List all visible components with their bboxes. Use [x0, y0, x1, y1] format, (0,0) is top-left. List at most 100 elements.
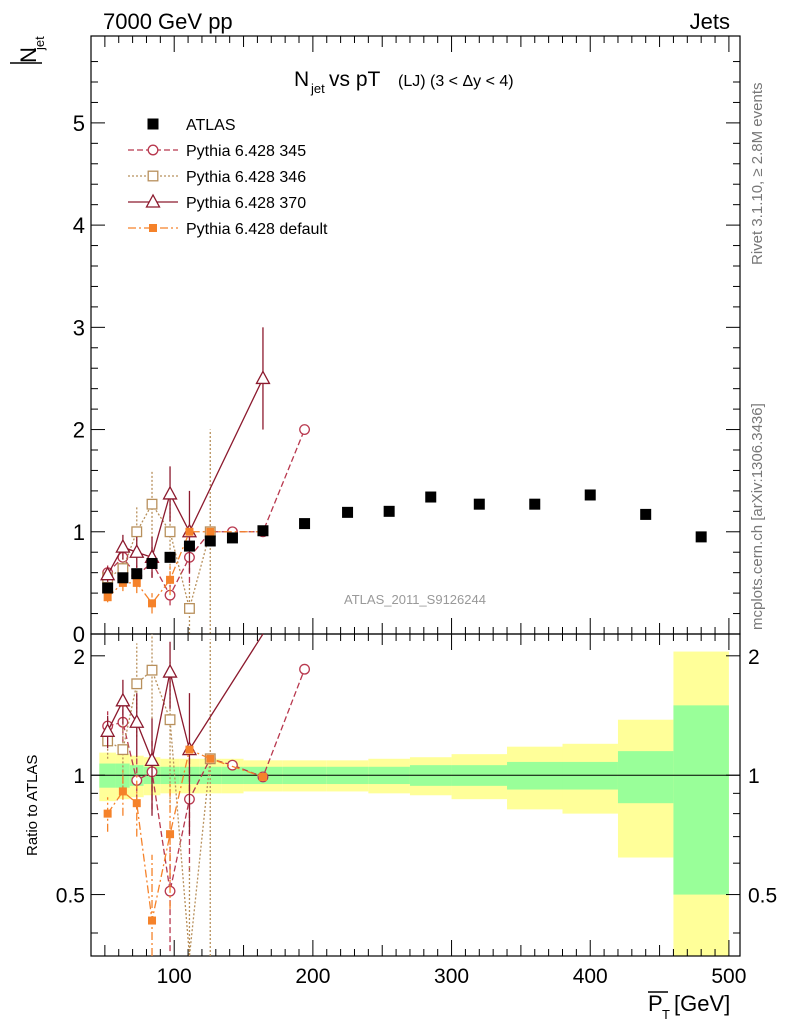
title-small-text: (LJ) (3 < Δy < 4)	[398, 73, 514, 90]
main-point-pdef	[166, 575, 175, 584]
ratio-point-p346	[146, 664, 158, 676]
main-y-tick-label: 4	[73, 213, 85, 238]
main-y-tick-label: 0	[73, 622, 85, 647]
ratio-band-1sigma	[673, 705, 729, 895]
main-point-atlas	[584, 489, 596, 501]
main-point-pdef	[148, 599, 157, 608]
main-point-atlas	[640, 508, 652, 520]
ratio-panel: 0.5 0.5 1 1 2 2 100 200 300 400 500	[56, 633, 777, 988]
legend-marker-pdef	[149, 224, 157, 232]
legend-marker-p346	[147, 170, 159, 182]
legend-label-p370: Pythia 6.428 370	[186, 195, 306, 212]
main-point-p370	[129, 543, 145, 558]
main-point-p346	[184, 602, 195, 614]
title-main-text: N	[294, 68, 309, 91]
main-point-pdef	[103, 593, 112, 602]
ratio-band-1sigma	[507, 761, 563, 790]
ratio-line-p370	[107, 633, 264, 763]
main-point-p370	[100, 566, 116, 581]
ratio-y-tick-label-right: 2	[748, 646, 760, 669]
ratio-point-p345	[226, 759, 238, 771]
main-point-pdef	[206, 527, 215, 536]
x-label-sub-text: T	[662, 1007, 670, 1022]
main-point-atlas	[425, 491, 437, 503]
main-y-tick-label: 1	[73, 520, 85, 545]
main-point-atlas	[164, 551, 176, 563]
legend-label-p346: Pythia 6.428 346	[186, 169, 306, 186]
main-point-pdef	[132, 578, 141, 587]
main-point-atlas	[383, 505, 395, 517]
main-point-atlas	[342, 506, 354, 518]
ratio-y-tick-label-right: 1	[748, 765, 760, 788]
ratio-x-tick-label: 300	[434, 965, 469, 988]
ratio-point-p346	[131, 678, 143, 690]
y-label-sub-text: jet	[32, 36, 47, 51]
legend-marker-p370	[145, 193, 161, 208]
main-point-p370	[162, 485, 178, 500]
legend-entry-p346	[128, 170, 178, 182]
ratio-point-p370	[129, 713, 145, 728]
main-point-p345	[299, 424, 311, 436]
header-process-label: Jets	[690, 9, 730, 34]
main-y-tick-label: 5	[73, 111, 85, 136]
legend-entry-pdef	[128, 224, 178, 232]
main-point-p370	[115, 538, 131, 553]
main-point-p346	[146, 498, 158, 510]
main-point-atlas	[473, 498, 485, 510]
main-y-axis-label: N jet	[10, 36, 47, 64]
ratio-band-1sigma	[617, 751, 674, 804]
main-point-atlas	[146, 557, 158, 569]
ratio-point-pdef	[206, 754, 215, 763]
ratio-series-p345	[102, 663, 311, 952]
main-point-atlas	[299, 518, 311, 530]
main-y-tick-label: 2	[73, 418, 85, 443]
legend-entry-p370	[128, 193, 178, 208]
y-label-main-text: N	[16, 47, 41, 63]
ratio-point-p370	[144, 751, 160, 766]
ratio-plot-frame	[90, 633, 741, 957]
legend-label-p345: Pythia 6.428 345	[186, 143, 306, 160]
ratio-point-p370	[100, 722, 116, 737]
main-point-atlas	[257, 525, 269, 537]
main-point-p370	[255, 370, 271, 385]
ratio-point-pdef	[258, 772, 267, 781]
main-point-pdef	[185, 527, 194, 536]
ratio-point-p370	[115, 692, 131, 707]
title-sub-text: jet	[310, 81, 325, 96]
main-point-atlas	[102, 582, 114, 594]
analysis-watermark: ATLAS_2011_S9126244	[344, 592, 486, 607]
ratio-point-pdef	[166, 830, 175, 839]
ratio-y-tick-label-right: 0.5	[748, 885, 777, 908]
main-point-atlas	[131, 568, 143, 580]
main-point-p346	[131, 526, 143, 538]
main-y-tick-label: 3	[73, 315, 85, 340]
ratio-x-tick-label: 400	[573, 965, 608, 988]
legend-marker-p345	[147, 144, 159, 156]
ratio-point-pdef	[132, 799, 141, 808]
legend-entry-p345	[128, 144, 178, 156]
main-point-atlas	[695, 531, 707, 543]
ratio-point-pdef	[118, 787, 127, 796]
ratio-series-pdef	[103, 745, 267, 956]
ratio-y-tick-label: 2	[73, 646, 85, 669]
rivet-version-label: Rivet 3.1.10, ≥ 2.8M events	[749, 83, 766, 266]
header-energy-label: 7000 GeV pp	[103, 9, 233, 34]
ratio-point-p345	[299, 663, 311, 675]
main-point-p346	[164, 526, 176, 538]
x-axis-label: P T [GeV]	[648, 991, 730, 1022]
main-point-atlas	[226, 532, 238, 544]
ratio-y-tick-label: 1	[73, 765, 85, 788]
ratio-band-1sigma	[562, 761, 618, 790]
title-tail-text: vs pT	[329, 68, 381, 91]
ratio-point-p346	[117, 744, 129, 756]
ratio-x-tick-label: 100	[157, 965, 192, 988]
main-plot-title: N jet vs pT (LJ) (3 < Δy < 4)	[294, 68, 514, 96]
main-point-p346	[117, 563, 129, 575]
legend-marker-atlas	[147, 118, 159, 130]
main-series-atlas	[102, 489, 707, 594]
ratio-point-pdef	[103, 809, 112, 818]
ratio-y-tick-label: 0.5	[56, 885, 85, 908]
ratio-x-tick-label: 500	[711, 965, 746, 988]
main-panel: 0 1 2 3 4 5	[73, 35, 741, 647]
